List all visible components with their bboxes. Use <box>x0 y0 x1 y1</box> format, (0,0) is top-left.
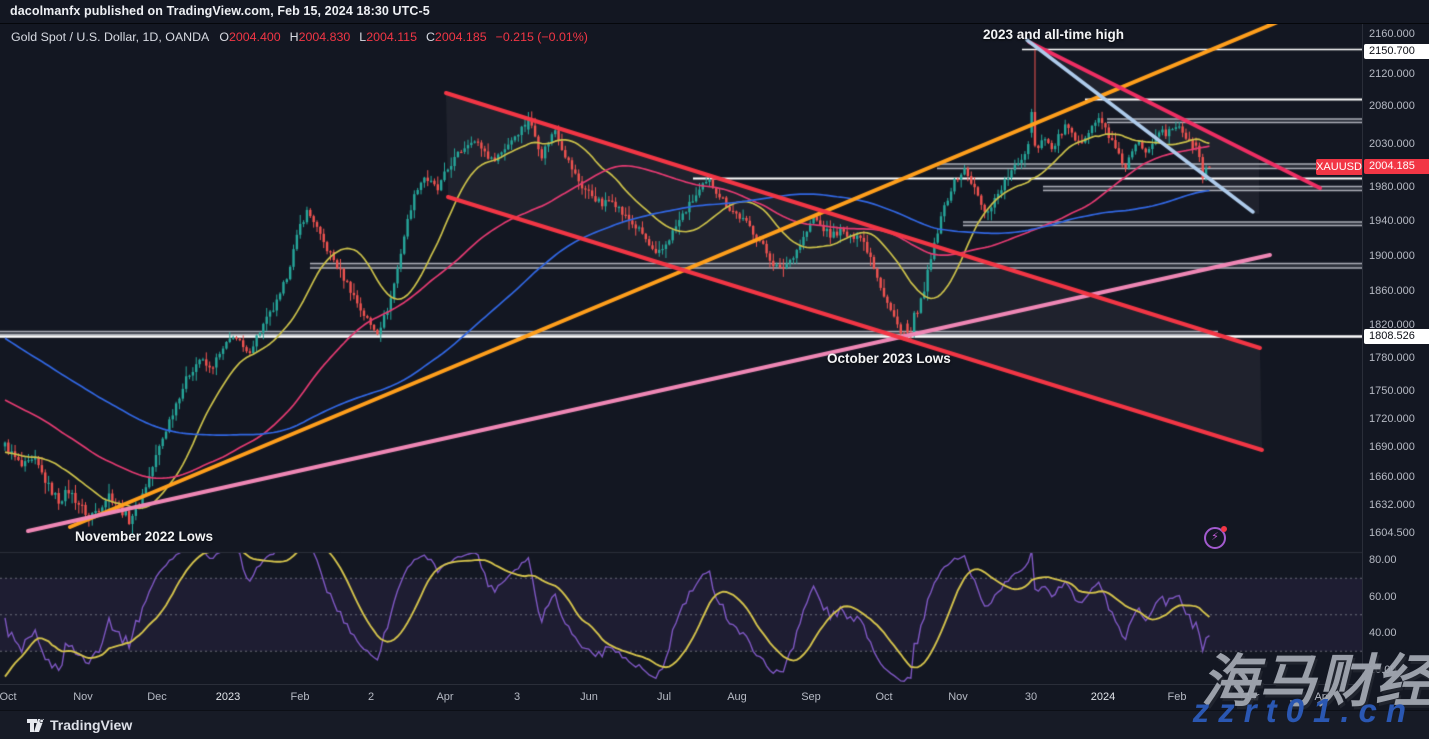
price-badge-high: 2150.700 <box>1364 44 1429 59</box>
price-chart-canvas[interactable] <box>0 24 1362 684</box>
ohlc-values: O2004.400 H2004.830 L2004.115 C2004.185 <box>219 30 495 44</box>
price-axis-label: 1720.000 <box>1369 413 1415 425</box>
price-badge-last: 2004.185 <box>1364 159 1429 174</box>
time-axis-year-label: 2024 <box>1090 691 1116 703</box>
series-legend[interactable]: Gold Spot / U.S. Dollar, 1D, OANDA O2004.… <box>11 30 588 44</box>
time-axis-label: Feb <box>290 691 310 703</box>
rsi-axis-label: 20.00 <box>1369 664 1397 676</box>
time-axis-label: Nov <box>73 691 93 703</box>
tradingview-logo-icon <box>27 719 44 732</box>
annotation-ath: 2023 and all-time high <box>983 27 1125 42</box>
time-axis-label: Mar <box>1240 691 1260 703</box>
time-axis-label: Feb <box>1167 691 1187 703</box>
change-value: −0.215 (−0.01%) <box>495 30 588 44</box>
time-axis-label: Jul <box>656 691 672 703</box>
time-axis-label: Apr <box>1314 691 1332 703</box>
time-axis-label: Apr <box>436 691 454 703</box>
last-price-symbol-badge: XAUUSD <box>1316 159 1362 175</box>
time-axis-label: Oct <box>0 691 17 703</box>
price-axis-label: 1820.000 <box>1369 319 1415 331</box>
price-axis-label: 2120.000 <box>1369 68 1415 80</box>
time-axis-label: Jun <box>580 691 598 703</box>
price-badge-low: 1808.526 <box>1364 329 1429 344</box>
time-axis-label: 30 <box>1024 691 1038 703</box>
time-axis-label: Nov <box>948 691 968 703</box>
time-axis-label: Oct <box>875 691 893 703</box>
lightning-bolt-icon: ⚡ <box>1211 531 1219 543</box>
attribution-bar: dacolmanfx published on TradingView.com,… <box>0 0 1429 24</box>
price-axis-label: 1780.000 <box>1369 352 1415 364</box>
time-axis[interactable]: Oct Nov Dec 2023 Feb 2 Apr 3 Jun Jul Aug Sep Oct Nov 3… <box>0 684 1362 711</box>
price-axis-label: 2080.000 <box>1369 100 1415 112</box>
annotation-november-lows: November 2022 Lows <box>75 529 214 544</box>
rsi-axis-label: 40.00 <box>1369 627 1397 639</box>
legend-o-value: O2004.400 <box>219 30 281 44</box>
legend-c-value: C2004.185 <box>425 30 487 44</box>
author-avatar-icon: ⚡ <box>1204 526 1227 549</box>
footer-brand-text[interactable]: TradingView <box>50 717 133 733</box>
time-axis-label: 2 <box>367 691 375 703</box>
attribution-text: dacolmanfx published on TradingView.com,… <box>10 4 430 18</box>
symbol-title[interactable]: Gold Spot / U.S. Dollar, 1D, OANDA <box>11 30 210 44</box>
price-axis[interactable]: 2160.000 2120.000 2080.000 2030.000 1980.000… <box>1362 24 1429 710</box>
price-axis-label: 2160.000 <box>1369 28 1415 40</box>
time-axis-year-label: 2023 <box>215 691 241 703</box>
time-axis-label: Sep <box>801 691 821 703</box>
time-axis-label: Aug <box>727 691 747 703</box>
price-axis-label: 2030.000 <box>1369 138 1415 150</box>
price-axis-label: 1940.000 <box>1369 215 1415 227</box>
price-axis-label: 1690.000 <box>1369 441 1415 453</box>
price-axis-label: 1632.000 <box>1369 499 1415 511</box>
notification-dot <box>1221 526 1227 532</box>
price-axis-label: 1604.500 <box>1369 527 1415 539</box>
legend-h-value: H2004.830 <box>289 30 351 44</box>
legend-l-value: L2004.115 <box>359 30 417 44</box>
price-axis-label: 1660.000 <box>1369 471 1415 483</box>
price-axis-label: 1900.000 <box>1369 250 1415 262</box>
annotation-october-lows: October 2023 Lows <box>827 351 951 366</box>
rsi-axis-label: 60.00 <box>1369 591 1397 603</box>
footer-bar: TradingView <box>0 710 1429 739</box>
price-axis-label: 1750.000 <box>1369 385 1415 397</box>
time-axis-label: 3 <box>513 691 521 703</box>
price-axis-label: 1980.000 <box>1369 181 1415 193</box>
rsi-axis-label: 80.00 <box>1369 554 1397 566</box>
time-axis-label: Dec <box>147 691 167 703</box>
price-axis-label: 1860.000 <box>1369 285 1415 297</box>
